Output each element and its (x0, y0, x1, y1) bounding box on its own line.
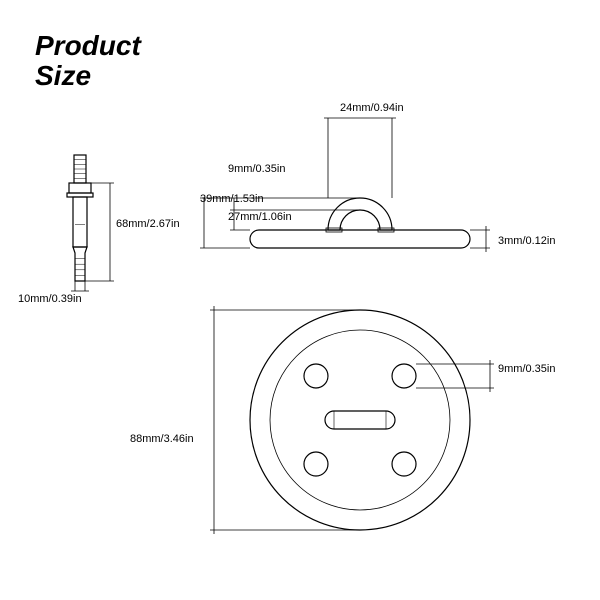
dim-total-h: 39mm/1.53in (200, 193, 264, 205)
dim-inner-h: 27mm/1.06in (228, 211, 292, 223)
dim-thick: 3mm/0.12in (498, 235, 555, 247)
dim-loop-width: 24mm/0.94in (340, 102, 404, 114)
dim-bolt-height: 68mm/2.67in (116, 218, 180, 230)
dim-top-dia: 88mm/3.46in (130, 433, 194, 445)
dim-bolt-width: 10mm/0.39in (18, 293, 82, 305)
dim-loop-hole: 9mm/0.35in (228, 163, 285, 175)
dim-top-hole: 9mm/0.35in (498, 363, 555, 375)
technical-drawing (0, 0, 600, 600)
